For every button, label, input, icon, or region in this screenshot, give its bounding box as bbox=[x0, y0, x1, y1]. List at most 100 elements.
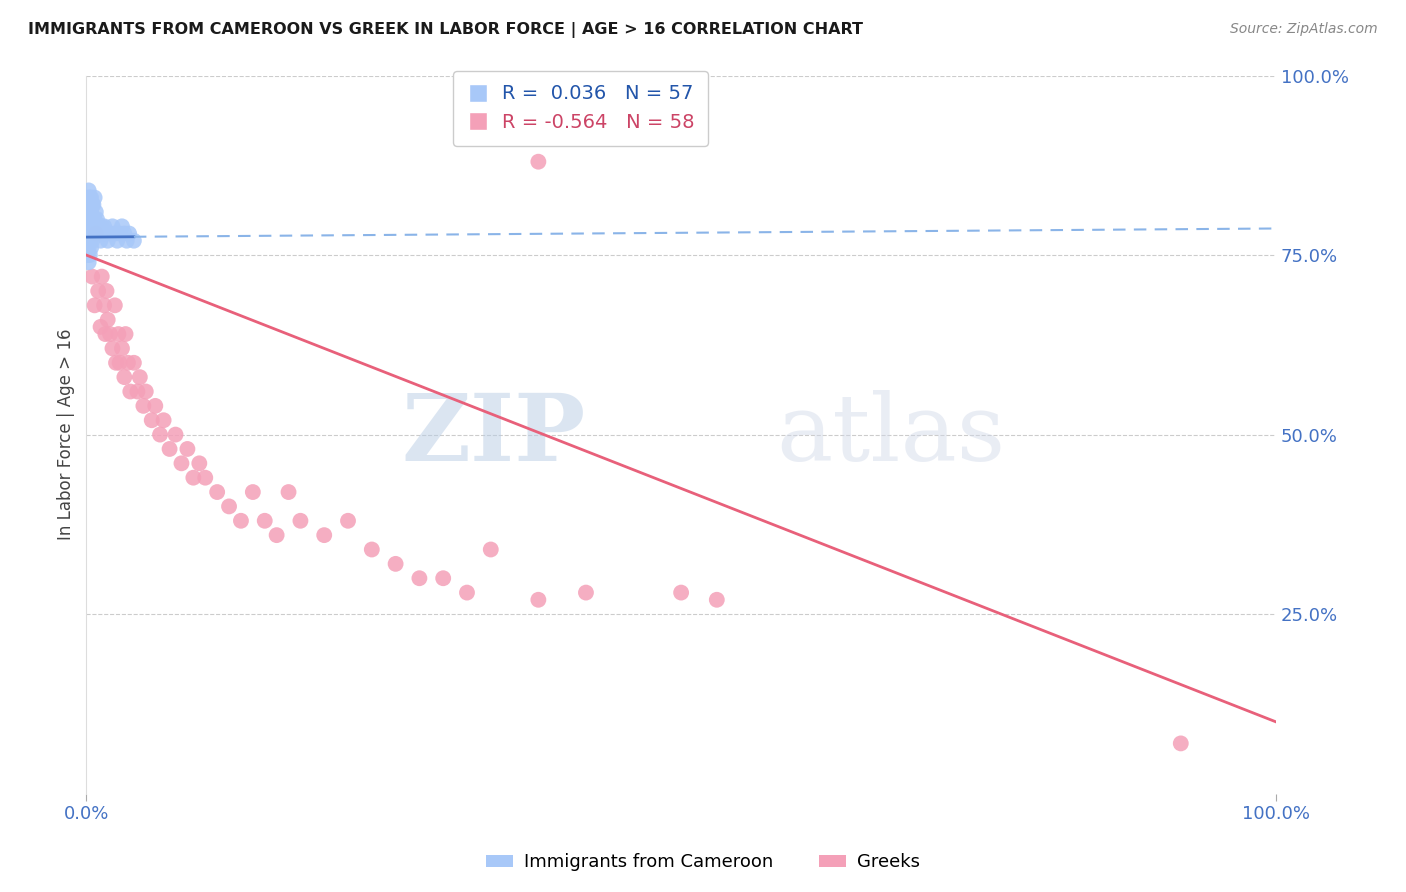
Point bbox=[77, 205, 100, 219]
Point bbox=[101, 342, 124, 356]
Point bbox=[152, 413, 174, 427]
Point bbox=[170, 456, 193, 470]
Point bbox=[194, 471, 217, 485]
Point bbox=[135, 384, 157, 399]
Point bbox=[104, 227, 127, 241]
Point bbox=[141, 413, 163, 427]
Point bbox=[165, 427, 187, 442]
Point bbox=[98, 227, 121, 241]
Point bbox=[82, 269, 104, 284]
Point bbox=[82, 198, 104, 212]
Point bbox=[669, 585, 692, 599]
Point bbox=[108, 227, 131, 241]
Point bbox=[94, 327, 117, 342]
Point bbox=[79, 234, 101, 248]
Point bbox=[183, 471, 205, 485]
Point bbox=[277, 485, 299, 500]
Point bbox=[84, 205, 107, 219]
Point bbox=[82, 212, 104, 227]
Point bbox=[107, 327, 129, 342]
Point bbox=[83, 298, 105, 312]
Point bbox=[83, 191, 105, 205]
Point bbox=[98, 327, 121, 342]
Point bbox=[117, 356, 139, 370]
Point bbox=[132, 399, 155, 413]
Point bbox=[101, 219, 124, 234]
Point bbox=[96, 284, 118, 298]
Point bbox=[112, 227, 135, 241]
Point bbox=[90, 234, 112, 248]
Point bbox=[89, 227, 111, 241]
Point bbox=[77, 191, 100, 205]
Point bbox=[79, 212, 101, 227]
Point bbox=[143, 399, 166, 413]
Point bbox=[205, 485, 228, 500]
Point bbox=[91, 227, 114, 241]
Point bbox=[337, 514, 360, 528]
Point bbox=[266, 528, 288, 542]
Point bbox=[122, 234, 145, 248]
Point bbox=[149, 427, 172, 442]
Point bbox=[80, 241, 103, 255]
Point bbox=[314, 528, 336, 542]
Point bbox=[122, 356, 145, 370]
Point bbox=[79, 219, 101, 234]
Point bbox=[77, 219, 100, 234]
Point bbox=[77, 255, 100, 269]
Point bbox=[111, 219, 134, 234]
Point bbox=[120, 384, 142, 399]
Point bbox=[176, 442, 198, 456]
Point bbox=[97, 234, 120, 248]
Point bbox=[242, 485, 264, 500]
Point bbox=[80, 191, 103, 205]
Point bbox=[118, 227, 141, 241]
Point bbox=[79, 198, 101, 212]
Text: Source: ZipAtlas.com: Source: ZipAtlas.com bbox=[1230, 22, 1378, 37]
Point bbox=[108, 356, 131, 370]
Point bbox=[76, 234, 98, 248]
Text: ZIP: ZIP bbox=[402, 390, 586, 480]
Point bbox=[97, 312, 120, 326]
Point bbox=[80, 212, 103, 227]
Point bbox=[90, 319, 112, 334]
Point bbox=[80, 227, 103, 241]
Point bbox=[87, 219, 110, 234]
Point bbox=[575, 585, 598, 599]
Point bbox=[229, 514, 252, 528]
Point bbox=[76, 219, 98, 234]
Point bbox=[218, 500, 240, 514]
Point bbox=[77, 234, 100, 248]
Point bbox=[1170, 736, 1192, 750]
Point bbox=[82, 227, 104, 241]
Point bbox=[128, 370, 150, 384]
Point bbox=[77, 183, 100, 197]
Point bbox=[77, 198, 100, 212]
Point bbox=[76, 248, 98, 262]
Point bbox=[105, 356, 128, 370]
Point bbox=[90, 219, 112, 234]
Point bbox=[87, 284, 110, 298]
Point bbox=[188, 456, 211, 470]
Point bbox=[84, 219, 107, 234]
Point bbox=[80, 205, 103, 219]
Point bbox=[527, 592, 550, 607]
Point bbox=[360, 542, 382, 557]
Point bbox=[94, 227, 117, 241]
Text: atlas: atlas bbox=[776, 390, 1005, 480]
Point bbox=[111, 342, 134, 356]
Point bbox=[90, 269, 112, 284]
Point bbox=[82, 198, 104, 212]
Point bbox=[253, 514, 276, 528]
Point bbox=[86, 212, 108, 227]
Point bbox=[127, 384, 149, 399]
Point bbox=[77, 227, 100, 241]
Point bbox=[82, 219, 104, 234]
Point bbox=[79, 191, 101, 205]
Point bbox=[527, 154, 550, 169]
Point bbox=[112, 370, 135, 384]
Point bbox=[290, 514, 312, 528]
Point bbox=[384, 557, 406, 571]
Point bbox=[83, 212, 105, 227]
Point bbox=[104, 298, 127, 312]
Point bbox=[76, 212, 98, 227]
